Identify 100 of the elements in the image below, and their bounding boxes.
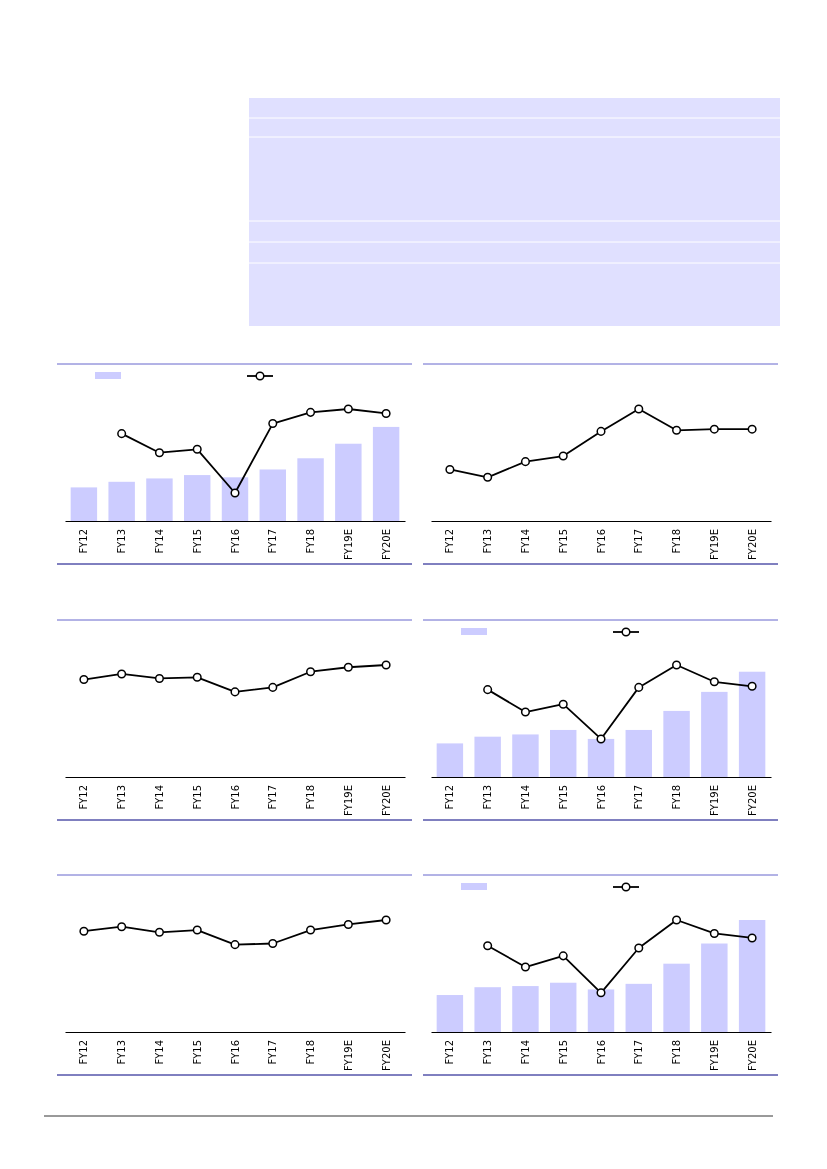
point	[445, 464, 455, 475]
x-tick-label: FY12	[444, 1040, 456, 1065]
x-tick-label: FY20E	[746, 785, 758, 816]
x-tick-label: FY19E	[342, 1040, 354, 1071]
x-tick-label: FY18	[671, 529, 683, 554]
bar	[474, 736, 501, 777]
point	[634, 682, 644, 692]
x-tick-label: FY17	[633, 785, 645, 810]
x-tick-label: FY20E	[380, 529, 392, 560]
bar	[701, 691, 728, 777]
point	[268, 682, 278, 692]
bar	[436, 995, 464, 1032]
x-tick-label: FY18	[671, 785, 683, 810]
x-tick-label: FY16	[595, 1040, 607, 1065]
bar	[259, 469, 286, 521]
bar	[512, 986, 539, 1032]
point	[306, 407, 316, 417]
x-tick-label: FY13	[116, 529, 128, 554]
point	[381, 660, 391, 670]
point	[596, 988, 606, 998]
point	[520, 707, 530, 717]
x-tick-label: FY12	[444, 785, 456, 810]
bar	[146, 478, 173, 521]
bar	[436, 743, 464, 777]
x-tick-label: FY15	[191, 1040, 203, 1065]
x-tick-label: FY20E	[380, 1040, 392, 1071]
x-tick-label: FY14	[519, 785, 531, 810]
point	[520, 962, 530, 972]
x-tick-label: FY17	[267, 785, 279, 810]
x-tick-label: FY18	[305, 1040, 317, 1065]
bar	[738, 671, 766, 777]
point	[117, 669, 127, 679]
bar	[587, 989, 615, 1032]
point	[230, 940, 240, 950]
point	[672, 425, 682, 435]
point	[596, 426, 606, 436]
bar	[221, 477, 249, 521]
x-tick-label: FY12	[78, 785, 90, 810]
x-tick-label: FY15	[191, 529, 203, 554]
x-tick-label: FY16	[229, 529, 241, 554]
point	[709, 424, 719, 434]
x-tick-label: FY13	[116, 785, 128, 810]
point	[558, 699, 568, 709]
bar	[108, 481, 135, 521]
point	[192, 444, 202, 454]
point	[747, 933, 757, 943]
bar	[550, 729, 577, 777]
point	[343, 919, 353, 930]
x-tick-label: FY17	[633, 1040, 645, 1065]
point	[306, 667, 316, 677]
point	[230, 687, 240, 697]
bar	[184, 475, 211, 521]
point	[154, 448, 164, 458]
x-tick-label: FY14	[519, 1040, 531, 1065]
x-tick-label: FY16	[229, 1040, 241, 1065]
point	[672, 915, 682, 925]
x-tick-label: FY20E	[746, 529, 758, 560]
bar	[550, 982, 577, 1032]
x-tick-label: FY13	[116, 1040, 128, 1065]
x-tick-label: FY14	[153, 785, 165, 810]
point	[154, 673, 164, 683]
bar	[625, 983, 652, 1032]
x-tick-label: FY16	[229, 785, 241, 810]
point	[634, 943, 644, 953]
x-tick-label: FY19E	[342, 785, 354, 816]
point	[709, 677, 719, 687]
bar	[474, 987, 501, 1032]
x-tick-label: FY14	[519, 529, 531, 554]
point	[483, 685, 493, 695]
x-tick-label: FY14	[153, 1040, 165, 1065]
bar	[663, 963, 690, 1032]
point	[483, 941, 493, 951]
point	[747, 681, 757, 691]
x-tick-label: FY19E	[708, 785, 720, 816]
point	[381, 408, 391, 419]
x-tick-label: FY15	[557, 785, 569, 810]
x-tick-label: FY20E	[380, 785, 392, 816]
point	[79, 926, 89, 936]
x-tick-label: FY16	[595, 785, 607, 810]
x-tick-label: FY15	[191, 785, 203, 810]
x-tick-label: FY13	[482, 1040, 494, 1065]
bar	[512, 734, 539, 777]
x-tick-label: FY18	[305, 529, 317, 554]
point	[117, 922, 127, 932]
bar	[663, 710, 690, 777]
x-tick-label: FY16	[595, 529, 607, 554]
point	[558, 451, 568, 461]
x-tick-label: FY20E	[746, 1040, 758, 1071]
point	[79, 675, 89, 685]
point	[483, 472, 493, 482]
point	[672, 660, 682, 670]
bar	[701, 943, 728, 1032]
bar	[738, 920, 766, 1032]
x-tick-label: FY14	[153, 529, 165, 554]
x-tick-label: FY12	[78, 529, 90, 554]
point	[306, 925, 316, 935]
x-tick-label: FY13	[482, 529, 494, 554]
x-tick-label: FY13	[482, 785, 494, 810]
point	[558, 951, 568, 961]
bar	[587, 738, 615, 777]
